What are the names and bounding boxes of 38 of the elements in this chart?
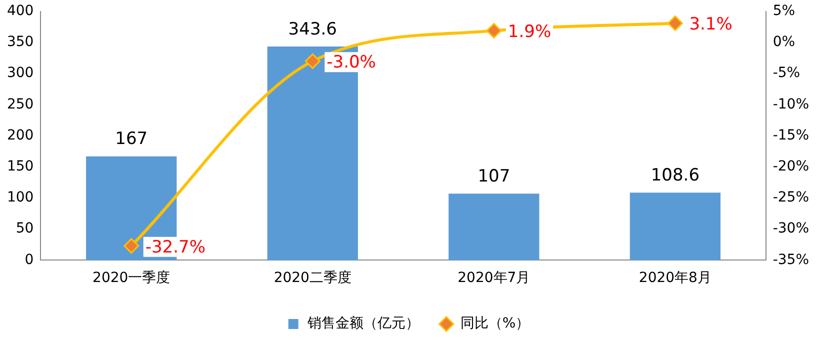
point [667, 15, 683, 31]
y2-tick-label: 5% [772, 3, 796, 20]
y2-tick-label: -10% [772, 96, 810, 112]
data-label: 167 [115, 129, 148, 150]
x-tick-label: 2020年7月 [458, 270, 530, 286]
y2-tick-label: -30% [772, 220, 810, 237]
data-label: 108.6 [650, 166, 700, 186]
y-tick-label: 250 [6, 96, 34, 112]
y2-tick-label: -35% [772, 252, 810, 268]
y-tick-label: 200 [6, 127, 34, 144]
bar [630, 192, 721, 260]
y-tick-label: 350 [6, 34, 34, 50]
x-tick-label: 2020二季度 [274, 270, 352, 286]
data-label: 343.6 [288, 19, 337, 40]
bar [448, 194, 540, 260]
point [124, 238, 140, 254]
data-label: 107 [478, 166, 510, 187]
y-tick-label: 400 [6, 3, 34, 20]
y-tick-label: 150 [6, 158, 34, 175]
data-label: 1.9% [508, 22, 552, 42]
data-label: -32.7% [145, 237, 206, 258]
y2-tick-label: -5% [772, 65, 800, 82]
x-tick-label: 2020年8月 [638, 270, 712, 286]
x-tick-label: 2020一季度 [92, 270, 170, 286]
y2-tick-label: -20% [772, 158, 810, 175]
y2-tick-label: 0% [772, 34, 796, 50]
data-label: 3.1% [689, 14, 732, 35]
y-tick-label: 50 [16, 220, 34, 237]
y2-tick-label: -25% [772, 190, 810, 206]
y2-tick-label: -15% [772, 127, 810, 144]
y-tick-label: 300 [6, 65, 34, 82]
data-label: -3.0% [326, 52, 376, 73]
legend-label: 销售金额（亿元） [306, 316, 420, 332]
legend-label: 同比（%） [460, 316, 530, 332]
point [304, 53, 320, 69]
y-tick-label: 100 [6, 190, 34, 206]
point [486, 22, 502, 38]
y-tick-label: 0 [24, 252, 34, 268]
